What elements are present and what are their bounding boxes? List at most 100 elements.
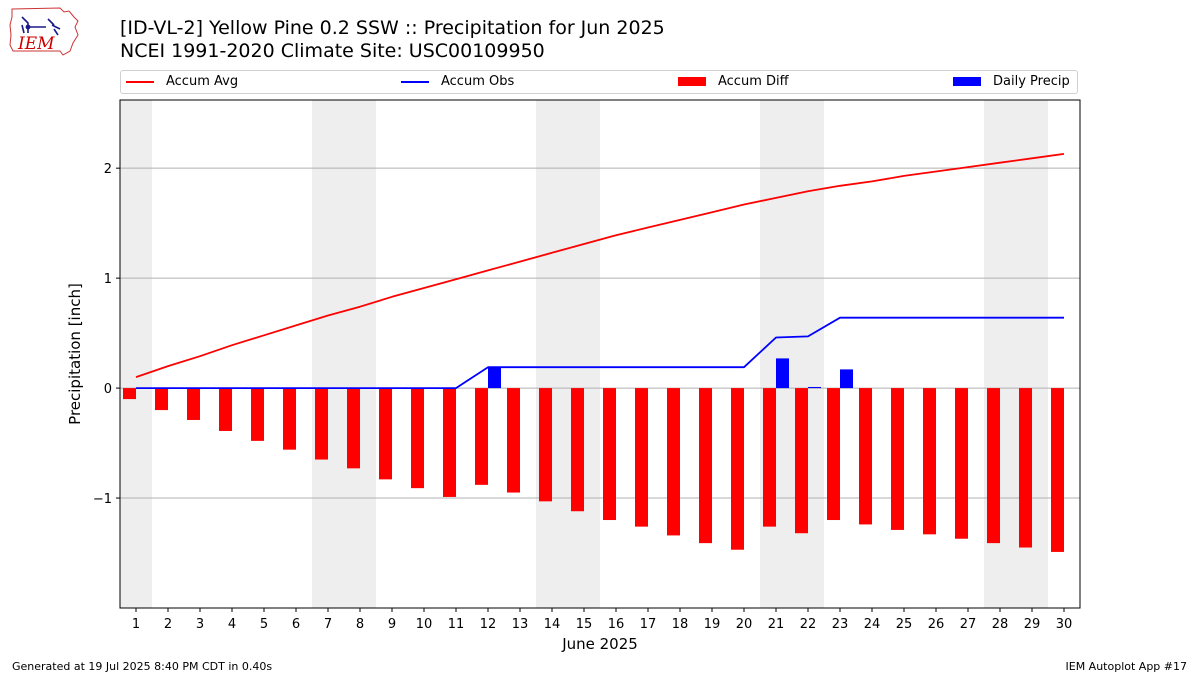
accum-diff-bar — [219, 388, 232, 431]
x-tick-label: 2 — [164, 617, 172, 632]
legend-item-accum-obs: Accum Obs — [401, 74, 514, 89]
y-tick-label: −1 — [93, 492, 112, 507]
accum-diff-bar — [539, 388, 552, 502]
x-tick-label: 4 — [228, 617, 236, 632]
logo-text: IEM — [17, 34, 55, 54]
x-tick-label: 12 — [480, 617, 497, 632]
x-tick-label: 23 — [832, 617, 849, 632]
daily-precip-bar — [488, 367, 501, 389]
accum-diff-bar — [507, 388, 520, 493]
x-tick-label: 3 — [196, 617, 204, 632]
weekend-shade-0 — [120, 100, 152, 608]
accum-diff-bar — [635, 388, 648, 527]
legend-label-daily-precip: Daily Precip — [993, 74, 1070, 89]
accum-diff-bar — [251, 388, 264, 441]
accum-diff-bar — [603, 388, 616, 521]
chart-subtitle: NCEI 1991-2020 Climate Site: USC00109950 — [120, 40, 545, 62]
y-tick-label: 2 — [104, 162, 112, 177]
accum-diff-bar — [731, 388, 744, 550]
x-tick-label: 7 — [324, 617, 332, 632]
legend-label-accum-obs: Accum Obs — [441, 74, 515, 89]
x-tick-label: 30 — [1056, 617, 1073, 632]
accum-diff-bar — [699, 388, 712, 544]
weekend-shade-1 — [312, 100, 376, 608]
accum-diff-bar — [571, 388, 584, 512]
footer-generated: Generated at 19 Jul 2025 8:40 PM CDT in … — [12, 660, 273, 673]
legend-swatch-accum-obs — [401, 80, 429, 83]
footer-app: IEM Autoplot App #17 — [1065, 660, 1188, 673]
legend-label-accum-diff: Accum Diff — [718, 74, 789, 89]
accum-diff-bar — [411, 388, 424, 489]
plot-frame — [119, 99, 1081, 609]
x-tick-label: 25 — [896, 617, 913, 632]
daily-precip-bar — [840, 369, 853, 389]
accum-diff-bar — [347, 388, 360, 469]
x-tick-label: 13 — [512, 617, 529, 632]
x-tick-label: 15 — [576, 617, 593, 632]
x-tick-label: 26 — [928, 617, 945, 632]
accum-diff-bar — [1051, 388, 1064, 552]
x-tick-label: 1 — [132, 617, 140, 632]
x-tick-label: 20 — [736, 617, 753, 632]
y-tick-label: 0 — [104, 382, 112, 397]
legend-swatch-accum-diff — [678, 77, 706, 86]
y-axis-label: Precipitation [inch] — [66, 283, 84, 425]
accum-obs-line — [136, 316, 1064, 390]
x-tick-label: 18 — [672, 617, 689, 632]
legend-item-accum-avg: Accum Avg — [126, 74, 238, 89]
x-tick-label: 21 — [768, 617, 785, 632]
accum-diff-bar — [987, 388, 1000, 544]
accum-diff-bar — [379, 388, 392, 480]
accum-diff-bar — [923, 388, 936, 535]
legend-item-accum-diff: Accum Diff — [678, 74, 789, 89]
accum-diff-bar — [859, 388, 872, 525]
x-tick-label: 5 — [260, 617, 268, 632]
x-axis-label: June 2025 — [561, 635, 638, 653]
legend-swatch-daily-precip — [953, 77, 981, 86]
accum-avg-line — [135, 153, 1065, 378]
legend-label-accum-avg: Accum Avg — [166, 74, 239, 89]
accum-diff-bar — [667, 388, 680, 536]
daily-precip-bar — [808, 386, 821, 389]
accum-diff-bar — [1019, 388, 1032, 548]
x-tick-label: 10 — [416, 617, 433, 632]
iem-logo: IEM — [9, 7, 79, 56]
state-outline — [9, 7, 79, 56]
accum-diff-bar — [891, 388, 904, 530]
accum-diff-bar — [123, 388, 136, 400]
accum-diff-bar — [763, 388, 776, 527]
legend: Accum Avg Accum Obs Accum Diff Daily Pre… — [120, 70, 1078, 94]
x-tick-label: 11 — [448, 617, 465, 632]
y-tick-label: 1 — [104, 272, 112, 287]
x-tick-label: 28 — [992, 617, 1009, 632]
accum-diff-bar — [827, 388, 840, 521]
accum-diff-bar — [187, 388, 200, 420]
accum-diff-bar — [315, 388, 328, 460]
x-tick-label: 17 — [640, 617, 657, 632]
vane-hub — [25, 24, 31, 30]
accum-diff-bar — [955, 388, 968, 539]
chart-title: [ID-VL-2] Yellow Pine 0.2 SSW :: Precipi… — [120, 17, 665, 39]
accum-diff-bar — [475, 388, 488, 485]
x-tick-label: 24 — [864, 617, 881, 632]
accum-diff-bar — [155, 388, 168, 411]
x-tick-label: 29 — [1024, 617, 1041, 632]
x-tick-label: 6 — [292, 617, 300, 632]
weekend-shade-3 — [760, 100, 824, 608]
x-tick-label: 16 — [608, 617, 625, 632]
x-tick-label: 9 — [388, 617, 396, 632]
accum-diff-bar — [795, 388, 808, 534]
x-tick-label: 8 — [356, 617, 364, 632]
wind-vane — [21, 16, 61, 36]
daily-precip-bar — [776, 358, 789, 389]
x-tick-label: 19 — [704, 617, 721, 632]
legend-item-daily-precip: Daily Precip — [953, 74, 1070, 89]
x-tick-label: 14 — [544, 617, 561, 632]
accum-diff-bar — [283, 388, 296, 450]
x-tick-label: 22 — [800, 617, 817, 632]
weekend-shade-2 — [536, 100, 600, 608]
accum-diff-bar — [443, 388, 456, 497]
legend-swatch-accum-avg — [126, 80, 154, 83]
x-tick-label: 27 — [960, 617, 977, 632]
